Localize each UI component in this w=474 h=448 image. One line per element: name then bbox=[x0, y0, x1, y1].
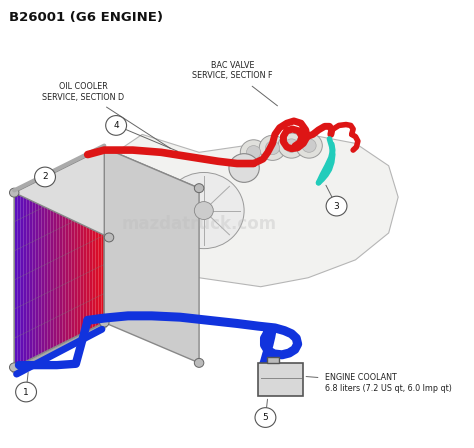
Text: 3: 3 bbox=[334, 202, 339, 211]
Text: 2: 2 bbox=[42, 172, 48, 181]
Polygon shape bbox=[92, 152, 95, 328]
Circle shape bbox=[9, 363, 19, 372]
Circle shape bbox=[302, 139, 316, 152]
Polygon shape bbox=[80, 158, 83, 335]
FancyBboxPatch shape bbox=[258, 363, 303, 396]
Polygon shape bbox=[104, 148, 199, 363]
Polygon shape bbox=[95, 151, 98, 327]
Text: 4: 4 bbox=[113, 121, 119, 130]
Polygon shape bbox=[32, 182, 35, 358]
Circle shape bbox=[16, 382, 36, 402]
Circle shape bbox=[255, 408, 276, 427]
Polygon shape bbox=[14, 191, 17, 367]
Circle shape bbox=[100, 318, 109, 327]
Polygon shape bbox=[44, 176, 47, 353]
Bar bbox=[267, 357, 279, 363]
Text: ENGINE COOLANT
6.8 liters (7.2 US qt, 6.0 Imp qt): ENGINE COOLANT 6.8 liters (7.2 US qt, 6.… bbox=[306, 373, 452, 393]
Circle shape bbox=[194, 358, 204, 367]
Circle shape bbox=[240, 140, 267, 165]
Polygon shape bbox=[59, 169, 62, 345]
Circle shape bbox=[194, 202, 213, 220]
Circle shape bbox=[326, 196, 347, 216]
Polygon shape bbox=[29, 184, 32, 360]
Polygon shape bbox=[41, 178, 44, 354]
Circle shape bbox=[9, 188, 19, 197]
Polygon shape bbox=[26, 185, 29, 362]
Text: 1: 1 bbox=[23, 388, 29, 396]
Text: BAC VALVE
SERVICE, SECTION F: BAC VALVE SERVICE, SECTION F bbox=[192, 61, 277, 106]
Text: 5: 5 bbox=[263, 413, 268, 422]
Polygon shape bbox=[50, 173, 53, 349]
Polygon shape bbox=[109, 134, 398, 287]
Polygon shape bbox=[98, 149, 101, 326]
Polygon shape bbox=[74, 161, 77, 337]
Polygon shape bbox=[62, 167, 65, 344]
Circle shape bbox=[106, 116, 127, 135]
Polygon shape bbox=[53, 172, 56, 348]
Circle shape bbox=[246, 146, 261, 159]
Polygon shape bbox=[17, 190, 20, 366]
Polygon shape bbox=[47, 175, 50, 351]
Polygon shape bbox=[56, 170, 59, 346]
Circle shape bbox=[296, 133, 322, 158]
Circle shape bbox=[164, 172, 244, 249]
Polygon shape bbox=[23, 187, 26, 363]
Circle shape bbox=[259, 135, 286, 160]
Circle shape bbox=[265, 141, 280, 155]
Polygon shape bbox=[14, 148, 199, 237]
Polygon shape bbox=[20, 188, 23, 364]
Circle shape bbox=[104, 233, 114, 242]
Polygon shape bbox=[35, 181, 38, 357]
Circle shape bbox=[35, 167, 55, 187]
Polygon shape bbox=[101, 148, 104, 324]
Circle shape bbox=[278, 133, 305, 158]
Text: B26001 (G6 ENGINE): B26001 (G6 ENGINE) bbox=[9, 11, 164, 24]
Polygon shape bbox=[71, 163, 74, 339]
Circle shape bbox=[194, 184, 204, 193]
Circle shape bbox=[229, 154, 259, 182]
Polygon shape bbox=[68, 164, 71, 340]
Polygon shape bbox=[77, 160, 80, 336]
Text: OIL COOLER
SERVICE, SECTION D: OIL COOLER SERVICE, SECTION D bbox=[42, 82, 171, 149]
Text: mazdatruck.com: mazdatruck.com bbox=[121, 215, 277, 233]
Polygon shape bbox=[86, 155, 89, 332]
Polygon shape bbox=[83, 157, 86, 333]
Polygon shape bbox=[38, 179, 41, 355]
Circle shape bbox=[284, 139, 299, 152]
Polygon shape bbox=[65, 166, 68, 342]
Polygon shape bbox=[89, 154, 92, 330]
